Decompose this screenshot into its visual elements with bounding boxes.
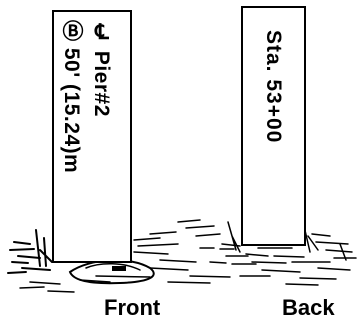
pier-label: ℄ Pier#2 (90, 20, 113, 117)
station-label: Sta. 53+00 (262, 30, 285, 144)
front-stake (52, 10, 132, 263)
front-caption: Front (104, 295, 161, 320)
offset-label: Ⓑ 50' (15.24)m (60, 20, 83, 174)
back-caption: Back (282, 295, 335, 320)
back-stake (241, 6, 306, 246)
